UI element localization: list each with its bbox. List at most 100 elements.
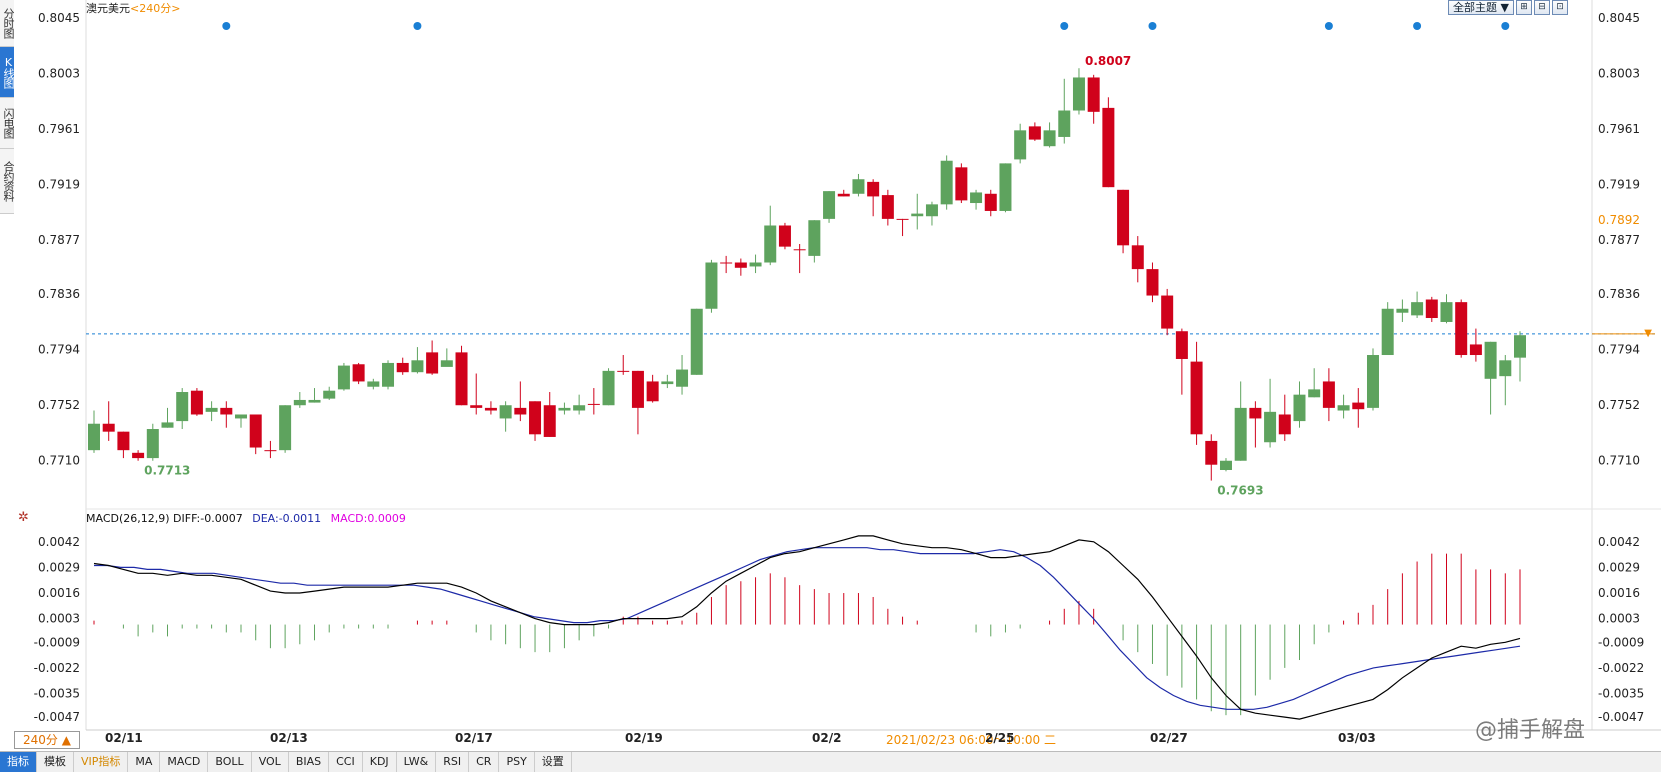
- candle-body: [205, 407, 218, 412]
- candle-body: [411, 360, 424, 373]
- candle-body: [249, 414, 262, 448]
- macd-tick-left: 0.0016: [38, 586, 80, 600]
- candle-body: [720, 262, 733, 264]
- left-tab-3[interactable]: 合约资料: [0, 149, 15, 214]
- dea-line: [94, 547, 1521, 710]
- left-tab-2[interactable]: 闪电图: [0, 98, 15, 149]
- price-tick-right: 0.8045: [1598, 11, 1640, 25]
- price-tick-right: 0.7877: [1598, 233, 1640, 247]
- candle-body: [1484, 341, 1497, 379]
- indicator-tab-bar: 指标 模板 VIP指标 MA MACD BOLL VOL BIAS CCI KDJ LW& RSI CR…: [0, 751, 1661, 772]
- left-tab-1[interactable]: K线图: [0, 47, 15, 98]
- time-axis-label: 02/11: [105, 731, 143, 745]
- theme-dropdown[interactable]: 全部主题 ▼: [1448, 0, 1514, 15]
- time-axis-label: 02/19: [625, 731, 663, 745]
- event-dot: [1501, 22, 1510, 30]
- macd-legend: MACD(26,12,9) DIFF:-0.0007 DEA:-0.0011 M…: [86, 512, 406, 525]
- candle-body: [1249, 407, 1262, 419]
- price-tick-left: 0.8003: [38, 67, 80, 81]
- indicator-tab-macd[interactable]: MACD: [160, 752, 209, 772]
- candle-body: [1308, 389, 1321, 398]
- candle-body: [1190, 361, 1203, 435]
- price-tick-left: 0.7919: [38, 178, 80, 192]
- time-axis-label: 02/13: [270, 731, 308, 745]
- indicator-tab-lw-[interactable]: LW&: [397, 752, 437, 772]
- diff-line: [93, 535, 1521, 720]
- macd-label: MACD(26,12,9): [86, 512, 170, 525]
- chart-toolbar: 全部主题 ▼ ⊞ ⊟ ⊡: [1448, 0, 1568, 15]
- zoom-out-icon[interactable]: ⊟: [1533, 0, 1550, 15]
- indicator-tab--[interactable]: 模板: [37, 752, 74, 772]
- macd-tick-left: -0.0009: [34, 635, 80, 649]
- candle-body: [631, 370, 644, 408]
- gear-icon[interactable]: ✲: [18, 510, 29, 525]
- price-tick-left: 0.7836: [38, 287, 80, 301]
- indicator-tab-psy[interactable]: PSY: [499, 752, 535, 772]
- candle-body: [793, 249, 806, 251]
- candle-body: [1514, 335, 1526, 358]
- left-tab-0[interactable]: 分时图: [0, 0, 15, 47]
- candle-body: [617, 370, 630, 372]
- candle-body: [646, 381, 659, 402]
- indicator-tab-cci[interactable]: CCI: [329, 752, 363, 772]
- candle-body: [749, 262, 762, 267]
- candle-body: [190, 390, 203, 415]
- candle-body: [499, 405, 512, 419]
- low-price-label: 0.7693: [1217, 484, 1263, 498]
- period-selector[interactable]: 240分 ▲: [14, 731, 80, 749]
- candle-body: [573, 405, 586, 411]
- indicator-tab--[interactable]: 设置: [535, 752, 572, 772]
- indicator-tab-boll[interactable]: BOLL: [208, 752, 252, 772]
- candle-body: [837, 193, 850, 197]
- candle-body: [1234, 407, 1247, 461]
- time-axis-label: 03/03: [1338, 731, 1376, 745]
- candle-body: [690, 308, 703, 375]
- chart-title: 澳元美元<240分>: [86, 0, 180, 16]
- candle-body: [984, 193, 997, 211]
- candle-body: [161, 422, 174, 428]
- candle-body: [587, 403, 600, 405]
- candle-body: [940, 160, 953, 205]
- macd-tick-right: -0.0009: [1598, 635, 1644, 649]
- expand-icon[interactable]: ⊡: [1551, 0, 1568, 15]
- candle-body: [1337, 405, 1350, 411]
- indicator-tab--[interactable]: 指标: [0, 752, 37, 772]
- time-axis-label: 02/2: [812, 731, 842, 745]
- indicator-tab-ma[interactable]: MA: [128, 752, 161, 772]
- candle-body: [337, 365, 350, 390]
- indicator-tab-vip-[interactable]: VIP指标: [74, 752, 129, 772]
- indicator-tab-vol[interactable]: VOL: [252, 752, 289, 772]
- candle-body: [676, 369, 689, 387]
- candle-body: [1028, 126, 1041, 140]
- candle-body: [661, 381, 674, 385]
- candle-body: [1440, 302, 1453, 322]
- candle-body: [264, 450, 277, 452]
- candle-body: [734, 262, 747, 268]
- candle-body: [1175, 331, 1188, 359]
- theme-label: 全部主题: [1453, 1, 1497, 14]
- candle-body: [440, 360, 453, 367]
- price-tick-right: 0.7794: [1598, 343, 1640, 357]
- cursor-time-label: 2021/02/23 06:00～10:00 二: [886, 731, 1056, 748]
- indicator-tab-rsi[interactable]: RSI: [436, 752, 470, 772]
- candle-body: [367, 381, 380, 387]
- candle-body: [1366, 355, 1379, 408]
- candle-body: [279, 405, 292, 451]
- candle-body: [705, 262, 718, 309]
- candle-body: [102, 423, 115, 432]
- macd-tick-left: -0.0047: [34, 710, 80, 724]
- current-price-arrow: ▼: [1644, 328, 1652, 339]
- candle-body: [382, 362, 395, 387]
- indicator-tab-cr[interactable]: CR: [469, 752, 500, 772]
- zoom-in-icon[interactable]: ⊞: [1515, 0, 1532, 15]
- indicator-tab-kdj[interactable]: KDJ: [363, 752, 397, 772]
- price-tick-left: 0.7752: [38, 398, 80, 412]
- macd-value: MACD:0.0009: [330, 512, 406, 525]
- candle-body: [1411, 302, 1424, 316]
- candle-body: [1455, 302, 1468, 356]
- candle-body: [1131, 245, 1144, 270]
- candle-body: [778, 225, 791, 247]
- indicator-tab-bias[interactable]: BIAS: [289, 752, 330, 772]
- macd-tick-left: 0.0003: [38, 612, 80, 626]
